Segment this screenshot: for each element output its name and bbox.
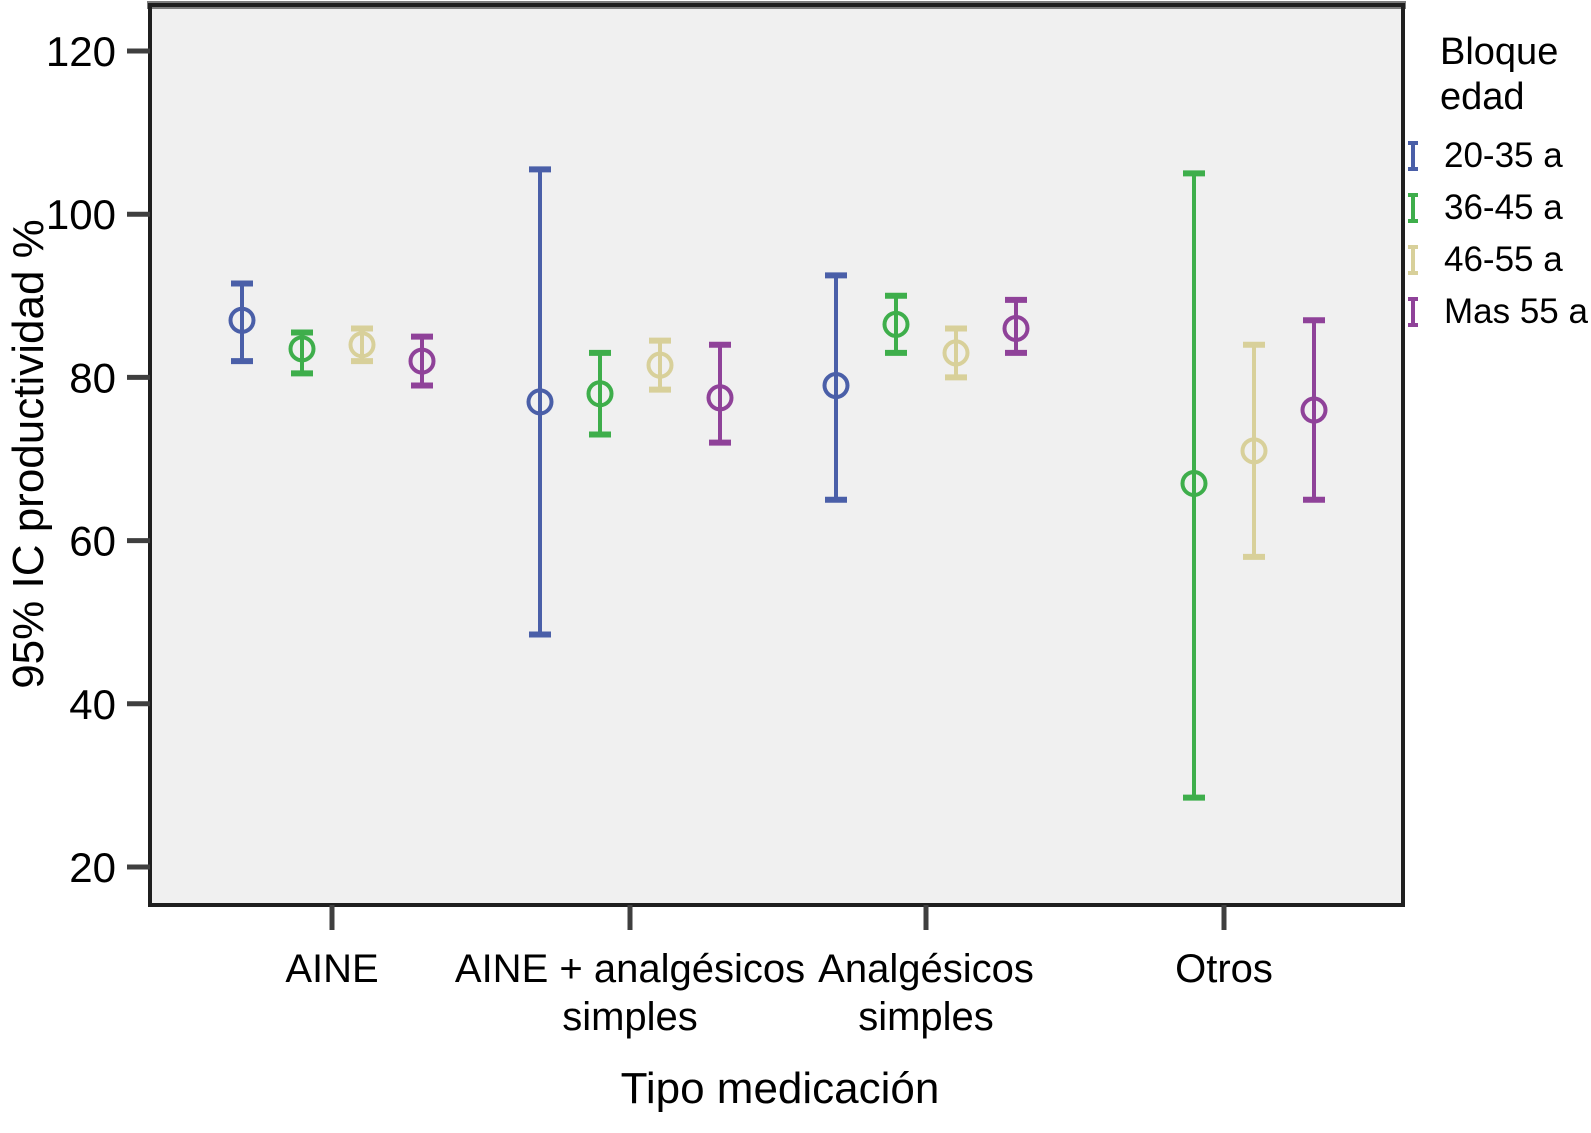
legend-title-line2: edad: [1440, 75, 1525, 118]
legend-item: 46-55 a: [1406, 240, 1588, 280]
legend-title-line1: Bloque: [1440, 31, 1559, 73]
y-tick-label: 120: [46, 28, 116, 75]
mean-marker: [348, 331, 376, 359]
plot-background: [150, 5, 1403, 905]
plot-frame: [148, 3, 1405, 907]
series-group: [348, 325, 1268, 560]
mean-marker: [526, 388, 554, 416]
mean-marker: [228, 306, 256, 334]
y-tick-label: 80: [69, 354, 116, 401]
y-axis-title: 95% IC productividad %: [4, 219, 53, 689]
legend-item: 36-45 a: [1406, 188, 1588, 228]
errorbar-glyph-icon: [1408, 140, 1418, 171]
errorbar-glyph-icon: [1408, 192, 1418, 223]
legend-item: 20-35 a: [1406, 136, 1588, 176]
legend-item-label: Mas 55 a: [1444, 291, 1588, 331]
legend-item-label: 46-55 a: [1444, 239, 1563, 279]
y-tick-label: 40: [69, 681, 116, 728]
y-tick-label: 60: [69, 518, 116, 565]
mean-marker: [408, 347, 436, 375]
mean-marker: [586, 380, 614, 408]
mean-marker: [1002, 314, 1030, 342]
errorbar-glyph-icon: [1408, 296, 1418, 327]
mean-marker: [1240, 437, 1268, 465]
x-category-label: Analgésicos simples: [818, 947, 1034, 1039]
y-tick-label: 100: [46, 191, 116, 238]
mean-marker: [706, 384, 734, 412]
legend-item: Mas 55 a: [1406, 292, 1588, 332]
series-group: [228, 166, 850, 638]
mean-marker: [1180, 469, 1208, 497]
mean-marker: [822, 372, 850, 400]
legend-item-label: 20-35 a: [1444, 135, 1563, 175]
x-category-label: AINE: [285, 947, 378, 991]
legend-items: 20-35 a 36-45 a 46-55 a Mas 55 a: [1406, 136, 1588, 332]
x-category-label: AINE + analgésicos simples: [455, 947, 805, 1039]
legend-title: Bloque edad: [1440, 30, 1588, 120]
y-tick-label: 20: [69, 844, 116, 891]
mean-marker: [646, 351, 674, 379]
mean-marker: [1300, 396, 1328, 424]
mean-marker: [942, 339, 970, 367]
mean-marker: [882, 310, 910, 338]
legend: Bloque edad 20-35 a 36-45 a 46-55 a Mas …: [1406, 30, 1588, 332]
x-category-label: Otros: [1175, 947, 1273, 991]
legend-item-label: 36-45 a: [1444, 187, 1563, 227]
series-group: [408, 296, 1328, 503]
x-axis-title: Tipo medicación: [620, 1064, 940, 1113]
mean-marker: [288, 335, 316, 363]
series-group: [288, 170, 1208, 801]
errorbar-glyph-icon: [1408, 244, 1418, 275]
